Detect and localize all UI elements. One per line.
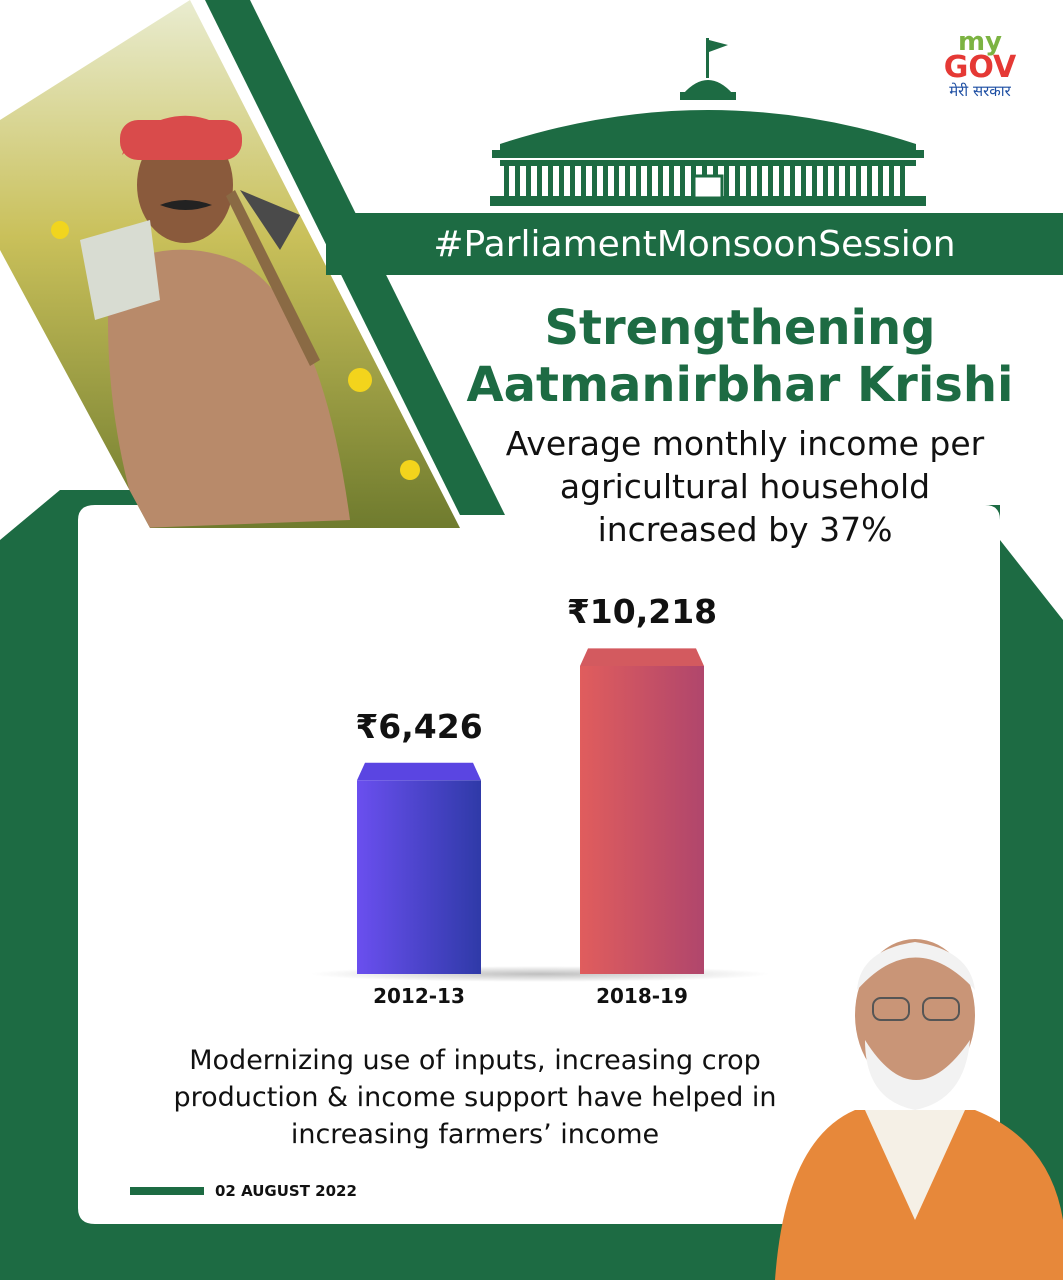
page-title: Strengthening Aatmanirbhar Krishi: [440, 300, 1040, 414]
hashtag-text: #ParliamentMonsoonSession: [433, 223, 956, 265]
subtitle-line-2: agricultural household: [559, 467, 931, 506]
date-accent-bar: [130, 1187, 204, 1195]
value-label-2012-13: ₹6,426: [355, 706, 483, 746]
date-label: 02 AUGUST 2022: [215, 1182, 357, 1200]
bar-top: [357, 762, 481, 781]
bar-2018-19: [580, 648, 704, 974]
logo-gov: GOV: [943, 50, 1017, 85]
hashtag-band: [326, 213, 1063, 275]
logo-hindi: मेरी सरकार: [949, 82, 1011, 100]
category-label-2018-19: 2018-19: [596, 984, 688, 1008]
parliament-building-icon: [490, 38, 926, 206]
bar-top: [580, 648, 704, 666]
caption-line-2: production & income support have helped …: [173, 1082, 777, 1113]
subtitle-line-1: Average monthly income per: [505, 424, 985, 463]
farmer-photo: [0, 0, 460, 528]
caption-line-3: increasing farmers’ income: [290, 1119, 660, 1150]
subtitle-line-3: increased by 37%: [597, 510, 893, 549]
logo-my: my: [957, 27, 1003, 57]
category-label-2012-13: 2012-13: [373, 984, 465, 1008]
caption-line-1: Modernizing use of inputs, increasing cr…: [189, 1045, 761, 1076]
bar-chart: [310, 648, 770, 982]
subtitle: Average monthly income per agricultural …: [460, 422, 1030, 551]
bar-body: [580, 666, 704, 974]
title-line-1: Strengthening: [544, 300, 936, 356]
title-line-2: Aatmanirbhar Krishi: [466, 357, 1014, 413]
bar-2012-13: [357, 762, 481, 974]
caption: Modernizing use of inputs, increasing cr…: [120, 1042, 830, 1153]
mygov-logo: my GOV मेरी सरकार: [920, 27, 1040, 100]
bar-body: [357, 780, 481, 974]
pm-portrait: [775, 939, 1063, 1280]
value-label-2018-19: ₹10,218: [566, 592, 718, 632]
